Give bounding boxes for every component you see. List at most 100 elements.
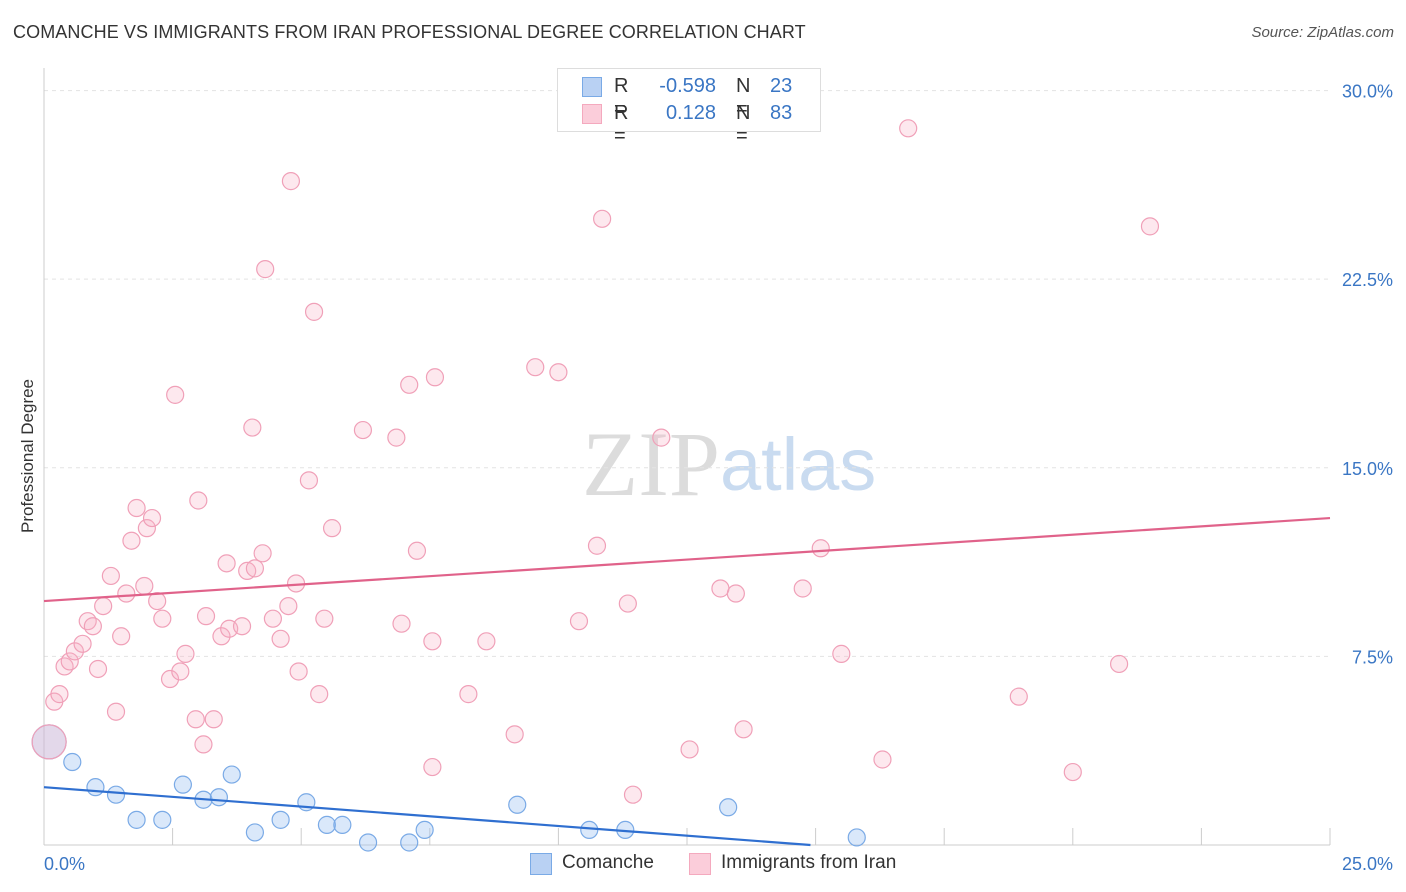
- comanche-point: [358, 833, 378, 852]
- r-value: 0.128: [665, 102, 716, 124]
- comanche-point: [271, 810, 290, 829]
- comanche-point: [86, 778, 105, 797]
- y-tick-label: 22.5%: [1342, 270, 1393, 290]
- iran-point: [425, 368, 445, 387]
- r-value: -0.598: [659, 75, 716, 97]
- iran-swatch: [582, 104, 602, 124]
- comanche-point: [63, 752, 82, 772]
- comanche-point: [173, 775, 192, 794]
- iran-point: [618, 594, 637, 613]
- iran-point: [310, 685, 329, 704]
- iran-point: [811, 539, 830, 558]
- comanche-swatch: [582, 77, 602, 97]
- source-label: Source: ZipAtlas.com: [1251, 24, 1394, 41]
- comanche-point: [222, 765, 241, 784]
- chart-title: COMANCHE VS IMMIGRANTS FROM IRAN PROFESS…: [13, 22, 806, 42]
- gridlines: [44, 90, 1330, 657]
- data-points: [31, 119, 1160, 852]
- watermark-zip: ZIP: [582, 413, 720, 515]
- iran-point: [127, 498, 146, 518]
- iran-point: [78, 612, 97, 631]
- iran-point: [353, 420, 373, 440]
- y-tick-label: 15.0%: [1342, 459, 1393, 479]
- trend-lines: [43, 516, 1331, 847]
- comanche-point: [127, 810, 146, 829]
- iran-point: [832, 644, 851, 663]
- comanche-point: [508, 795, 527, 814]
- iran-point: [304, 302, 324, 321]
- iran-point: [459, 685, 478, 704]
- comanche-point: [415, 820, 434, 840]
- iran-point: [271, 629, 290, 648]
- iran-point: [423, 632, 442, 651]
- iran-point: [112, 627, 131, 646]
- iran-point: [873, 750, 892, 769]
- comanche-trend-line: [43, 786, 811, 847]
- iran-point: [117, 584, 136, 603]
- axes: [43, 68, 1331, 846]
- iran-point: [137, 519, 156, 538]
- iran-point: [289, 662, 308, 681]
- iran-point: [160, 669, 180, 689]
- iran-point: [549, 363, 568, 382]
- comanche-point: [333, 815, 352, 834]
- iran-point: [793, 579, 812, 598]
- iran-point: [392, 614, 411, 633]
- iran-point: [176, 644, 195, 663]
- y-axis-label: Professional Degree: [18, 379, 37, 533]
- iran-point: [299, 471, 319, 490]
- iran-point: [1140, 217, 1160, 236]
- tick-labels: 7.5% 15.0% 22.5% 30.0% 0.0% 25.0%: [44, 82, 1393, 874]
- comanche-point: [245, 823, 265, 842]
- iran-point: [1009, 687, 1028, 706]
- n-label: N =: [736, 75, 751, 120]
- watermark-atlas: atlas: [720, 423, 876, 506]
- iran-point: [135, 576, 154, 596]
- iran-legend-label: Immigrants from Iran: [721, 852, 897, 873]
- iran-point: [55, 657, 74, 676]
- iran-point: [194, 735, 213, 754]
- iran-point: [726, 584, 745, 603]
- iran-point: [73, 634, 92, 653]
- iran-point: [256, 260, 275, 279]
- iran-point: [680, 740, 699, 759]
- iran-point: [423, 757, 442, 777]
- iran-point: [593, 209, 612, 228]
- iran-point: [1063, 762, 1082, 782]
- y-tick-label: 30.0%: [1342, 82, 1393, 102]
- iran-point: [652, 428, 671, 447]
- iran-point: [148, 591, 167, 611]
- iran-point: [623, 785, 643, 804]
- r-label: R =: [614, 75, 629, 120]
- iran-point: [322, 519, 342, 538]
- iran-point: [477, 632, 496, 651]
- iran-point: [60, 652, 79, 671]
- iran-point: [400, 375, 419, 394]
- iran-point: [31, 724, 67, 760]
- iran-point: [186, 710, 205, 729]
- comanche-point: [847, 828, 866, 847]
- iran-point: [166, 385, 185, 404]
- iran-point: [281, 172, 301, 191]
- comanche-point: [317, 815, 337, 834]
- iran-point: [50, 685, 69, 704]
- iran-point: [106, 702, 126, 721]
- comanche-point: [580, 820, 599, 840]
- iran-point: [212, 627, 231, 646]
- iran-point: [83, 617, 102, 636]
- iran-trend-line: [43, 516, 1331, 603]
- comanche-point: [153, 810, 172, 829]
- n-label: N =: [736, 102, 751, 147]
- iran-point: [387, 428, 406, 447]
- iran-point: [122, 531, 141, 550]
- iran-point: [315, 609, 334, 628]
- comanche-point: [400, 833, 419, 852]
- x-tick-label: 25.0%: [1342, 854, 1393, 874]
- iran-point: [88, 659, 108, 679]
- n-value: 83: [770, 102, 793, 124]
- iran-point: [171, 662, 190, 681]
- n-value: 23: [770, 75, 793, 97]
- iran-point: [196, 607, 216, 626]
- r-label: R =: [614, 102, 629, 147]
